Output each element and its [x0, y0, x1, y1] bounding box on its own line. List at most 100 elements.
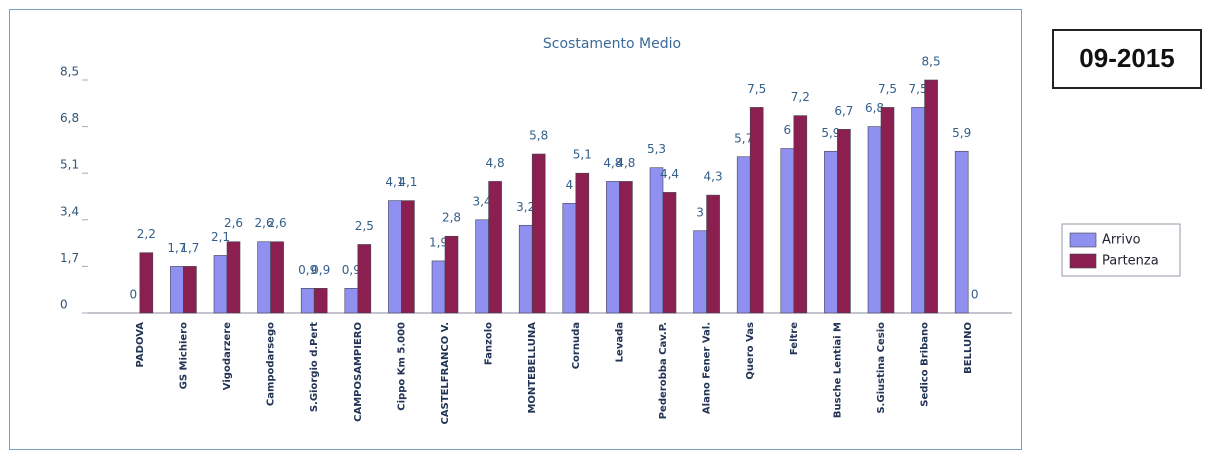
value-label: 6 — [783, 123, 791, 137]
bar — [562, 203, 577, 314]
value-label: 0,9 — [298, 263, 317, 277]
x-tick-label: CAMPOSAMPIERO — [353, 322, 364, 422]
bar — [606, 181, 620, 314]
y-tick-label: 1,7 — [60, 251, 79, 265]
bar — [357, 244, 372, 314]
value-label: 7,5 — [747, 82, 766, 96]
value-label: 4,1 — [385, 175, 404, 189]
x-tick-label: MONTEBELLUNA — [527, 322, 538, 414]
legend-label: Partenza — [1102, 254, 1159, 269]
bar — [693, 230, 707, 314]
bar — [706, 194, 720, 314]
bar — [749, 107, 764, 314]
bar — [924, 79, 938, 314]
x-tick-label: Levada — [614, 322, 625, 362]
x-tick-label: Busche Lentiai M — [832, 322, 843, 418]
bar — [531, 153, 546, 314]
value-label: 4,8 — [486, 156, 505, 170]
bar — [867, 126, 882, 314]
value-label: 1,7 — [167, 241, 186, 255]
bar — [837, 129, 851, 314]
value-label: 1,7 — [180, 241, 199, 255]
bar — [344, 288, 359, 314]
bar — [662, 192, 677, 314]
x-tick-label: Cippo Km 5.000 — [396, 322, 407, 411]
x-tick-label: Cornuda — [571, 322, 582, 369]
value-label: 4 — [565, 178, 573, 192]
bar — [444, 235, 459, 314]
legend-swatch — [1069, 232, 1097, 248]
value-label: 0,9 — [342, 263, 361, 277]
x-tick-label: Vigodarzere — [222, 322, 233, 390]
bar — [649, 167, 664, 314]
period: 09-2015 — [1079, 43, 1174, 73]
value-label: 6,7 — [834, 104, 853, 118]
value-label: 5,7 — [734, 131, 753, 145]
value-label: 3 — [696, 205, 704, 219]
y-tick-label: 6,8 — [60, 111, 79, 125]
value-label: 5,1 — [573, 148, 592, 162]
value-label: 0 — [971, 288, 979, 302]
value-label: 3,2 — [516, 200, 535, 214]
value-label: 4,8 — [603, 156, 622, 170]
bar — [488, 181, 502, 314]
x-tick-label: Fanzolo — [484, 322, 495, 365]
bar — [431, 260, 446, 314]
bar — [388, 200, 402, 314]
x-tick-label: PADOVA — [135, 322, 146, 368]
x-tick-label: GS Michiero — [178, 322, 189, 389]
x-tick-label: Alano Fener Val. — [702, 322, 713, 414]
bar — [736, 156, 751, 314]
value-label: 0,9 — [311, 263, 330, 277]
x-tick-label: Feltre — [789, 322, 800, 355]
bar — [575, 172, 590, 314]
value-label: 2,1 — [211, 230, 230, 244]
x-tick-label: BELLUNO — [963, 322, 974, 374]
value-label: 5,3 — [647, 142, 666, 156]
legend-label: Arrivo — [1102, 233, 1141, 248]
value-label: 8,5 — [922, 55, 941, 69]
value-label: 2,2 — [137, 227, 156, 241]
value-label: 2,6 — [255, 216, 274, 230]
y-tick-label: 3,4 — [60, 204, 79, 218]
period-box — [1052, 29, 1202, 89]
chart-frame — [9, 9, 1022, 450]
value-label: 7,2 — [791, 90, 810, 104]
y-tick-label: 0 — [60, 298, 68, 312]
value-label: 2,6 — [224, 216, 243, 230]
bar — [475, 219, 489, 314]
bar — [880, 107, 895, 314]
bar — [954, 150, 969, 314]
bar — [911, 107, 925, 314]
bar — [270, 241, 284, 314]
bar — [824, 150, 838, 314]
value-label: 3,4 — [473, 194, 492, 208]
bar — [226, 241, 241, 314]
bar — [170, 266, 184, 314]
value-label: 2,5 — [355, 219, 374, 233]
value-label: 1,9 — [429, 235, 448, 249]
x-tick-label: Sedico Bribano — [920, 322, 931, 407]
bar — [313, 288, 328, 314]
value-label: 2,6 — [268, 216, 287, 230]
value-label: 2,8 — [442, 211, 461, 225]
chart-title: Scostamento Medio — [543, 36, 681, 52]
bar — [213, 255, 228, 314]
bar — [257, 241, 271, 314]
value-label: 5,8 — [529, 129, 548, 143]
x-tick-label: Pederobba Cav.P. — [658, 322, 669, 419]
bar — [300, 288, 315, 314]
bar — [401, 200, 415, 314]
value-label: 6,8 — [865, 101, 884, 115]
x-tick-label: S.Giustina Cesio — [876, 322, 887, 414]
bar — [183, 266, 197, 314]
value-label: 4,3 — [704, 170, 723, 184]
value-label: 5,9 — [952, 126, 971, 140]
bar — [793, 115, 808, 314]
x-tick-label: CASTELFRANCO V. — [440, 322, 451, 425]
x-tick-label: S.Giorgio d.Pert — [309, 322, 320, 412]
value-label: 0 — [129, 288, 137, 302]
y-tick-label: 5,1 — [60, 158, 79, 172]
bar — [619, 181, 633, 314]
